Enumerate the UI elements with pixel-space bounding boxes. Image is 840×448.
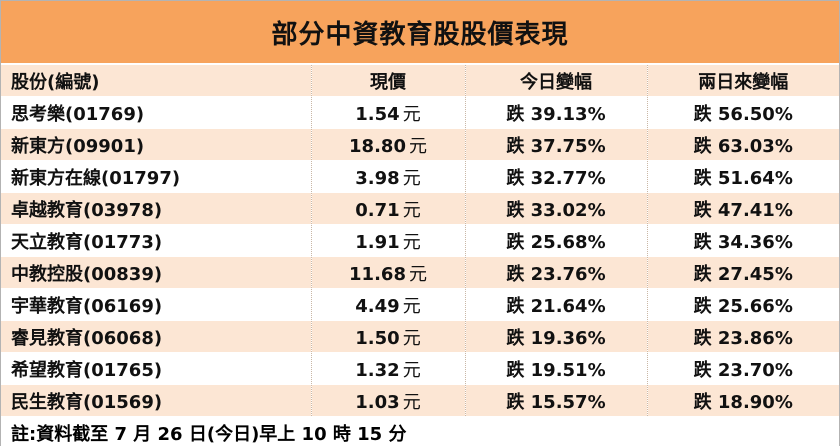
- stock-name-cell: 民生教育(01569): [1, 384, 312, 417]
- price-cell: 1.50 元: [311, 320, 466, 353]
- price-value: 4.49: [355, 295, 400, 317]
- stock-name-cell: 睿見教育(06068): [1, 320, 312, 353]
- price-cell: 1.54 元: [311, 96, 466, 129]
- price-unit: 元: [402, 391, 421, 413]
- price-value: 1.32: [355, 359, 400, 381]
- price-value: 18.80: [349, 135, 406, 157]
- header-name: 股份(編號): [1, 65, 312, 97]
- price-unit: 元: [402, 231, 421, 253]
- price-cell: 0.71 元: [311, 192, 466, 225]
- price-unit: 元: [408, 135, 427, 157]
- today-change-cell: 跌 32.77%: [465, 160, 648, 193]
- stock-name-cell: 新東方(09901): [1, 128, 312, 161]
- table-body: 思考樂(01769) 1.54 元跌 39.13% 跌 56.50% 新東方(09901…: [1, 96, 839, 417]
- two-day-change-cell: 跌 23.70%: [647, 352, 839, 385]
- table-row: 天立教育(01773) 1.91 元跌 25.68% 跌 34.36%: [1, 224, 839, 257]
- table-row: 希望教育(01765) 1.32 元跌 19.51% 跌 23.70%: [1, 352, 839, 385]
- price-unit: 元: [402, 327, 421, 349]
- table-row: 睿見教育(06068) 1.50 元跌 19.36% 跌 23.86%: [1, 320, 839, 353]
- two-day-change-cell: 跌 47.41%: [647, 192, 839, 225]
- stock-name-cell: 卓越教育(03978): [1, 192, 312, 225]
- price-unit: 元: [402, 295, 421, 317]
- stock-name-cell: 新東方在線(01797): [1, 160, 312, 193]
- two-day-change-cell: 跌 18.90%: [647, 384, 839, 417]
- two-day-change-cell: 跌 51.64%: [647, 160, 839, 193]
- price-unit: 元: [402, 359, 421, 381]
- today-change-cell: 跌 25.68%: [465, 224, 648, 257]
- two-day-change-cell: 跌 25.66%: [647, 288, 839, 321]
- price-cell: 18.80 元: [311, 128, 466, 161]
- price-value: 1.54: [355, 103, 400, 125]
- today-change-cell: 跌 23.76%: [465, 256, 648, 289]
- today-change-cell: 跌 19.51%: [465, 352, 648, 385]
- today-change-cell: 跌 37.75%: [465, 128, 648, 161]
- two-day-change-cell: 跌 23.86%: [647, 320, 839, 353]
- header-row: 股份(編號) 現價 今日變幅 兩日來變幅: [1, 65, 839, 97]
- table-row: 思考樂(01769) 1.54 元跌 39.13% 跌 56.50%: [1, 96, 839, 129]
- stock-name-cell: 希望教育(01765): [1, 352, 312, 385]
- table-row: 新東方在線(01797) 3.98 元跌 32.77% 跌 51.64%: [1, 160, 839, 193]
- price-value: 3.98: [355, 167, 400, 189]
- header-today-change: 今日變幅: [465, 65, 648, 97]
- price-value: 0.71: [355, 199, 400, 221]
- table-row: 卓越教育(03978) 0.71 元跌 33.02% 跌 47.41%: [1, 192, 839, 225]
- price-cell: 1.03 元: [311, 384, 466, 417]
- stock-name-cell: 思考樂(01769): [1, 96, 312, 129]
- stock-name-cell: 天立教育(01773): [1, 224, 312, 257]
- table-row: 新東方(09901) 18.80 元跌 37.75% 跌 63.03%: [1, 128, 839, 161]
- today-change-cell: 跌 21.64%: [465, 288, 648, 321]
- table-row: 宇華教育(06169) 4.49 元跌 21.64% 跌 25.66%: [1, 288, 839, 321]
- price-value: 1.03: [355, 391, 400, 413]
- two-day-change-cell: 跌 63.03%: [647, 128, 839, 161]
- today-change-cell: 跌 15.57%: [465, 384, 648, 417]
- price-unit: 元: [402, 199, 421, 221]
- price-unit: 元: [402, 167, 421, 189]
- price-value: 11.68: [349, 263, 406, 285]
- stock-name-cell: 中教控股(00839): [1, 256, 312, 289]
- table-title: 部分中資教育股股價表現: [1, 1, 839, 65]
- price-unit: 元: [402, 103, 421, 125]
- table-row: 民生教育(01569) 1.03 元跌 15.57% 跌 18.90%: [1, 384, 839, 417]
- price-cell: 4.49 元: [311, 288, 466, 321]
- header-two-day-change: 兩日來變幅: [647, 65, 839, 97]
- today-change-cell: 跌 19.36%: [465, 320, 648, 353]
- stock-name-cell: 宇華教育(06169): [1, 288, 312, 321]
- header-price: 現價: [311, 65, 466, 97]
- today-change-cell: 跌 39.13%: [465, 96, 648, 129]
- price-cell: 1.91 元: [311, 224, 466, 257]
- price-cell: 3.98 元: [311, 160, 466, 193]
- two-day-change-cell: 跌 56.50%: [647, 96, 839, 129]
- two-day-change-cell: 跌 34.36%: [647, 224, 839, 257]
- two-day-change-cell: 跌 27.45%: [647, 256, 839, 289]
- footnote: 註:資料截至 7 月 26 日(今日)早上 10 時 15 分: [1, 417, 839, 448]
- price-value: 1.50: [355, 327, 400, 349]
- price-cell: 1.32 元: [311, 352, 466, 385]
- today-change-cell: 跌 33.02%: [465, 192, 648, 225]
- price-value: 1.91: [355, 231, 400, 253]
- stock-table: 股份(編號) 現價 今日變幅 兩日來變幅 思考樂(01769) 1.54 元跌 39…: [1, 65, 839, 417]
- table-row: 中教控股(00839) 11.68 元跌 23.76% 跌 27.45%: [1, 256, 839, 289]
- price-cell: 11.68 元: [311, 256, 466, 289]
- price-unit: 元: [408, 263, 427, 285]
